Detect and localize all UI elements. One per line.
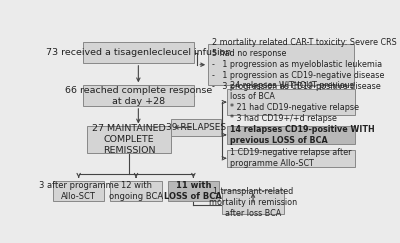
FancyBboxPatch shape: [53, 181, 104, 201]
FancyBboxPatch shape: [110, 181, 162, 201]
FancyBboxPatch shape: [82, 42, 194, 63]
FancyBboxPatch shape: [227, 89, 355, 115]
FancyBboxPatch shape: [168, 181, 219, 201]
Text: 11 with
LOSS of BCA: 11 with LOSS of BCA: [164, 181, 222, 201]
Text: 1 CD19-negative relapse after
programme Allo-SCT: 1 CD19-negative relapse after programme …: [230, 148, 352, 168]
FancyBboxPatch shape: [87, 126, 171, 153]
Text: 27 MAINTAINED
COMPLETE
REMISSION: 27 MAINTAINED COMPLETE REMISSION: [92, 124, 166, 155]
Text: 12 with
ongoing BCA: 12 with ongoing BCA: [109, 181, 163, 201]
Text: 1 transplant-related
mortality in remission
after loss BCA: 1 transplant-related mortality in remiss…: [209, 187, 297, 218]
Text: 3 after programme
Allo-SCT: 3 after programme Allo-SCT: [39, 181, 119, 201]
Text: 2 mortality related CAR-T toxicity: Severe CRS
5 had no response
-   1 progressi: 2 mortality related CAR-T toxicity: Seve…: [212, 38, 396, 91]
Text: 73 received a tisagenlecleucel infusion: 73 received a tisagenlecleucel infusion: [46, 48, 231, 57]
FancyBboxPatch shape: [222, 190, 284, 214]
FancyBboxPatch shape: [82, 85, 194, 106]
Text: 39 RELAPSES: 39 RELAPSES: [166, 123, 226, 132]
FancyBboxPatch shape: [227, 126, 355, 144]
FancyBboxPatch shape: [227, 150, 355, 167]
Text: 14 relapses CD19-positive WITH
previous LOSS of BCA: 14 relapses CD19-positive WITH previous …: [230, 125, 375, 145]
FancyBboxPatch shape: [208, 44, 354, 85]
FancyBboxPatch shape: [171, 119, 220, 136]
Text: 24 relapses WITHOUT previous
loss of BCA
* 21 had CD19-negative relapse
* 3 had : 24 relapses WITHOUT previous loss of BCA…: [230, 81, 360, 123]
Text: 66 reached complete response
at day +28: 66 reached complete response at day +28: [65, 86, 212, 106]
